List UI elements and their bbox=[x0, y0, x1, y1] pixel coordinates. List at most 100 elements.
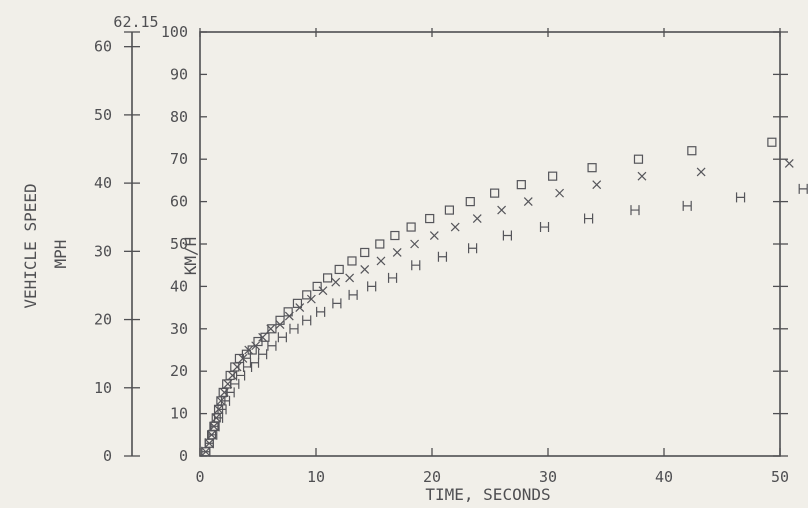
kmh-tick-label: 70 bbox=[170, 150, 188, 168]
square-point bbox=[465, 197, 475, 207]
square-point bbox=[548, 171, 558, 181]
x-point bbox=[266, 324, 276, 334]
x-point bbox=[219, 387, 229, 397]
square-point bbox=[767, 137, 777, 147]
square-point bbox=[425, 213, 435, 224]
mph-tick-label: 50 bbox=[94, 106, 112, 124]
time-tick-label: 0 bbox=[195, 468, 204, 486]
square-point bbox=[222, 379, 232, 389]
h-point bbox=[208, 429, 218, 440]
h-point bbox=[437, 251, 448, 262]
x-point bbox=[228, 371, 237, 380]
time-tick-label: 50 bbox=[771, 468, 789, 486]
mph-tick-label: 20 bbox=[94, 311, 112, 329]
mph-tick-label: 10 bbox=[94, 379, 112, 397]
x-axis-title: TIME, SECONDS bbox=[425, 485, 550, 504]
h-point bbox=[217, 404, 227, 415]
square-point bbox=[360, 247, 370, 258]
outer-y-axis-unit: MPH bbox=[51, 240, 70, 269]
x-point bbox=[592, 180, 602, 190]
square-point bbox=[323, 273, 333, 283]
time-tick-label: 30 bbox=[539, 468, 557, 486]
square-point bbox=[633, 154, 644, 164]
h-point bbox=[213, 412, 224, 423]
x-point bbox=[318, 286, 328, 296]
mph-tick-label: 60 bbox=[94, 38, 112, 56]
h-point bbox=[289, 323, 299, 334]
x-point bbox=[555, 188, 565, 198]
h-point bbox=[367, 281, 377, 292]
square-point bbox=[334, 264, 344, 275]
h-point bbox=[230, 378, 240, 389]
time-axis-ticks: 0 10 20 30 40 50 bbox=[195, 448, 789, 486]
h-point bbox=[332, 298, 342, 309]
square-point bbox=[406, 222, 416, 232]
x-point bbox=[410, 239, 420, 249]
x-point bbox=[392, 248, 402, 257]
h-point bbox=[201, 446, 211, 457]
square-point bbox=[490, 188, 500, 198]
h-point bbox=[277, 332, 287, 343]
x-point bbox=[232, 362, 242, 372]
h-point bbox=[584, 213, 594, 224]
h-point bbox=[220, 395, 231, 406]
h-point bbox=[411, 260, 421, 271]
mph-tick-label: 0 bbox=[103, 447, 112, 465]
x-point bbox=[244, 345, 254, 355]
data-points bbox=[201, 137, 808, 457]
mph-top-annotation: 62.15 bbox=[113, 13, 158, 31]
square-point bbox=[516, 180, 526, 190]
kmh-tick-label: 0 bbox=[179, 447, 188, 465]
kmh-tick-label: 10 bbox=[170, 405, 188, 423]
x-point bbox=[360, 265, 370, 274]
h-point bbox=[249, 357, 260, 368]
time-tick-label: 40 bbox=[655, 468, 673, 486]
x-point bbox=[275, 320, 285, 329]
h-point bbox=[225, 387, 235, 398]
x-point bbox=[637, 171, 647, 181]
kmh-tick-label: 100 bbox=[161, 23, 188, 41]
outer-y-axis-title: VEHICLE SPEED bbox=[21, 183, 40, 308]
x-point bbox=[238, 354, 248, 363]
x-point bbox=[251, 341, 261, 351]
x-point bbox=[284, 311, 294, 321]
x-point bbox=[497, 205, 507, 215]
kmh-tick-label: 60 bbox=[170, 193, 188, 211]
x-point bbox=[784, 159, 794, 168]
x-point bbox=[345, 273, 355, 283]
h-point bbox=[267, 340, 277, 351]
square-point bbox=[312, 281, 322, 291]
h-point bbox=[798, 183, 808, 194]
square-point bbox=[283, 307, 293, 317]
h-point bbox=[630, 205, 640, 216]
x-point bbox=[295, 303, 305, 313]
time-tick-label: 20 bbox=[423, 468, 441, 486]
square-point bbox=[587, 163, 597, 173]
kmh-tick-label: 40 bbox=[170, 277, 188, 295]
x-point bbox=[429, 231, 439, 240]
square-point bbox=[260, 332, 270, 342]
h-point bbox=[682, 200, 692, 211]
mph-axis-ticks: 0 10 20 30 40 50 60 bbox=[94, 31, 140, 465]
kmh-tick-label: 90 bbox=[170, 65, 188, 83]
x-point bbox=[696, 167, 706, 177]
square-point bbox=[347, 256, 357, 266]
kmh-tick-label: 50 bbox=[170, 235, 188, 253]
h-point bbox=[348, 289, 358, 300]
kmh-tick-label: 20 bbox=[170, 362, 188, 380]
time-tick-label: 10 bbox=[307, 468, 325, 486]
x-point bbox=[258, 332, 268, 342]
square-point bbox=[302, 290, 312, 300]
x-point bbox=[472, 214, 482, 223]
square-point bbox=[267, 324, 277, 334]
kmh-tick-label: 30 bbox=[170, 320, 188, 338]
h-point bbox=[502, 230, 512, 241]
square-point bbox=[687, 146, 697, 156]
mph-tick-label: 30 bbox=[94, 242, 112, 260]
mph-tick-label: 40 bbox=[94, 174, 112, 192]
plot-frame bbox=[199, 31, 781, 457]
square-point bbox=[292, 298, 303, 308]
square-point bbox=[225, 370, 235, 381]
h-point bbox=[387, 272, 398, 283]
